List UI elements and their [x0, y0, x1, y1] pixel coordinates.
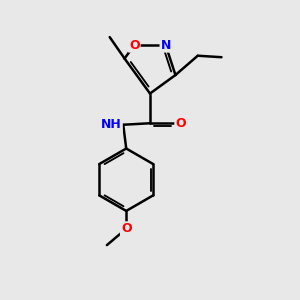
Text: O: O — [175, 117, 186, 130]
Text: O: O — [129, 39, 140, 52]
Text: O: O — [121, 222, 131, 235]
Text: NH: NH — [101, 118, 122, 131]
Text: N: N — [160, 39, 171, 52]
